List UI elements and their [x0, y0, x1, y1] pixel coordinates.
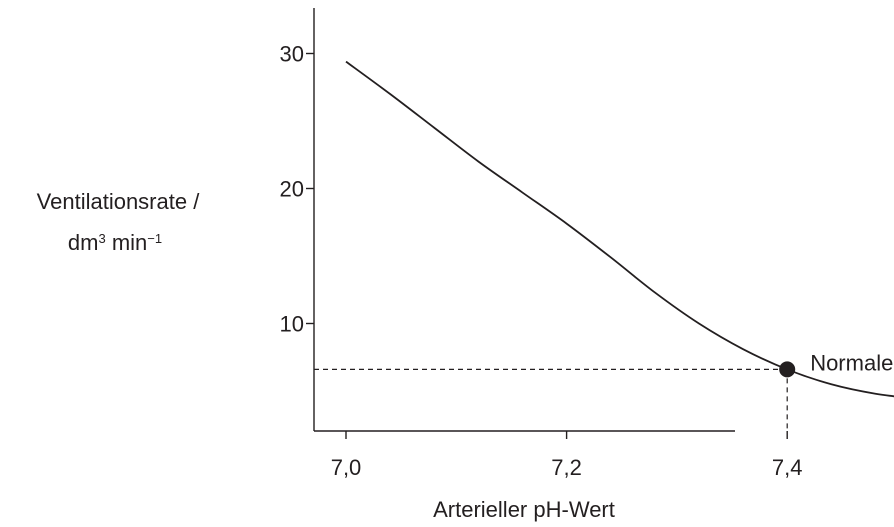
- x-tick-label: 7,4: [772, 455, 803, 480]
- x-tick-label: 7,0: [331, 455, 362, 480]
- guide-lines: [314, 368, 788, 431]
- y-axis-label-line2: dm3 min−1: [68, 230, 162, 255]
- series-line: [345, 60, 894, 398]
- y-tick-label: 20: [280, 177, 304, 202]
- y-unit-sup-3: 3: [98, 231, 105, 246]
- y-unit-sup-minus1: −1: [147, 231, 162, 246]
- x-axis-label: Arterieller pH-Wert: [433, 497, 615, 522]
- x-tick-label: 7,2: [551, 455, 582, 480]
- normal-rest-marker: [779, 361, 796, 378]
- y-tick-label: 30: [280, 42, 304, 67]
- y-tick-label: 10: [280, 312, 304, 337]
- y-axis-label-line1: Ventilationsrate /: [37, 189, 201, 214]
- marker-label: Normaler Ruhezustand: [810, 350, 894, 375]
- y-unit-min: min: [106, 230, 148, 255]
- y-unit-dm: dm: [68, 230, 99, 255]
- axes: [313, 8, 735, 432]
